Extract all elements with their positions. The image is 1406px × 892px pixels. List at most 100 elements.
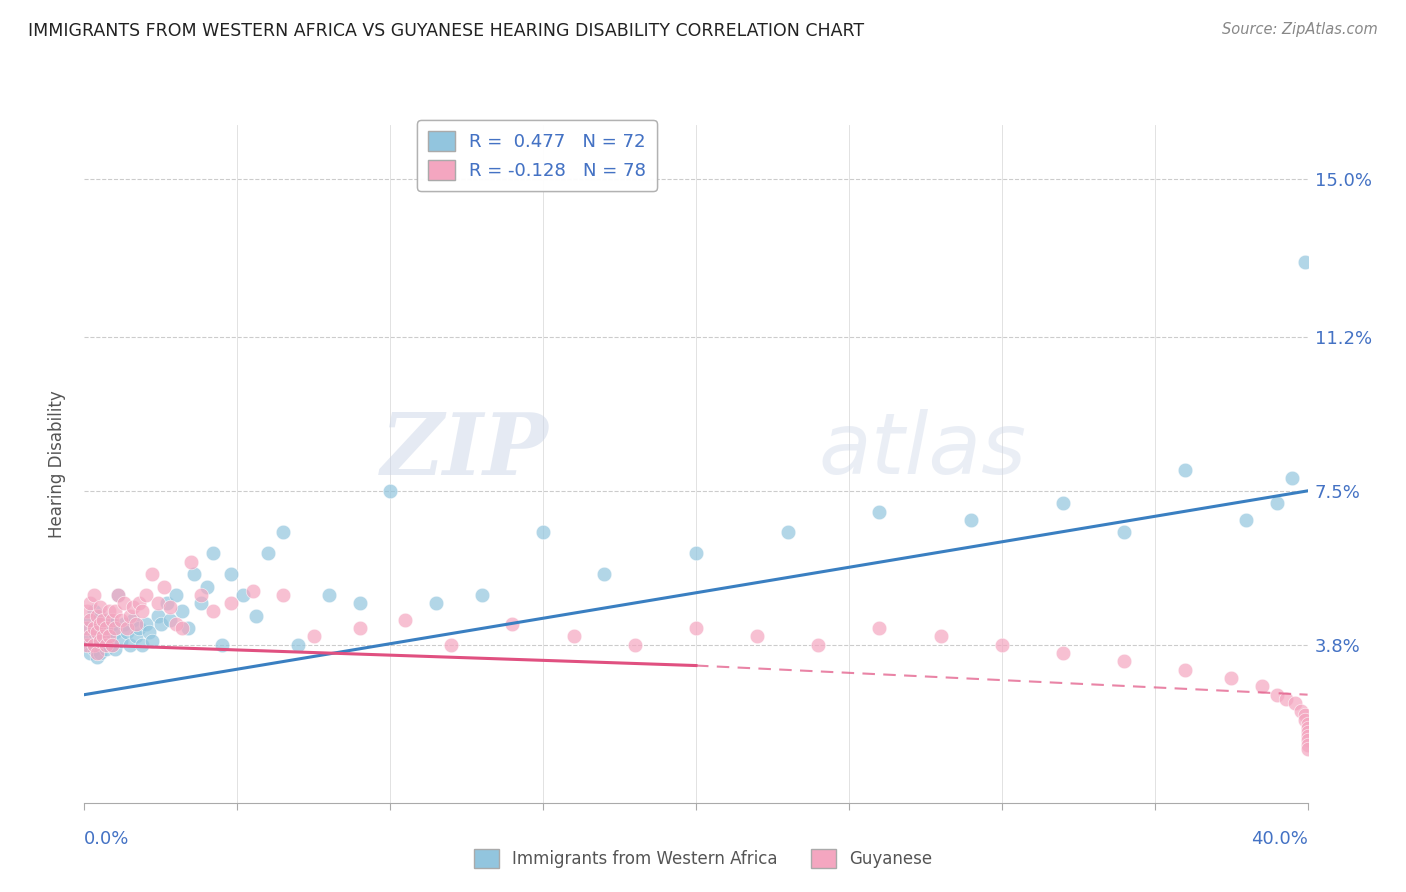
Point: [86, 617, 108, 632]
Point: [128, 621, 150, 635]
Text: IMMIGRANTS FROM WESTERN AFRICA VS GUYANESE HEARING DISABILITY CORRELATION CHART: IMMIGRANTS FROM WESTERN AFRICA VS GUYANE…: [28, 22, 865, 40]
Point: [1294, 713, 1316, 727]
Point: [91, 621, 114, 635]
Point: [89, 633, 111, 648]
Point: [107, 588, 129, 602]
Point: [89, 629, 111, 643]
Point: [83, 638, 105, 652]
Point: [86, 650, 108, 665]
Point: [1296, 721, 1319, 735]
Point: [159, 600, 181, 615]
Point: [122, 600, 145, 615]
Point: [110, 633, 132, 648]
Point: [183, 567, 205, 582]
Point: [232, 588, 254, 602]
Point: [172, 605, 194, 619]
Point: [97, 613, 120, 627]
Point: [79, 646, 101, 660]
Point: [531, 525, 554, 540]
Point: [115, 621, 138, 635]
Point: [776, 525, 799, 540]
Point: [747, 629, 769, 643]
Point: [146, 608, 169, 623]
Point: [1174, 463, 1197, 477]
Point: [79, 613, 101, 627]
Point: [97, 605, 120, 619]
Point: [115, 625, 138, 640]
Point: [128, 596, 150, 610]
Point: [120, 608, 142, 623]
Point: [593, 567, 616, 582]
Point: [1236, 513, 1258, 527]
Point: [302, 629, 325, 643]
Point: [104, 641, 127, 656]
Point: [502, 617, 524, 632]
Point: [287, 638, 309, 652]
Point: [120, 638, 142, 652]
Point: [271, 525, 294, 540]
Point: [1296, 729, 1319, 743]
Point: [131, 638, 153, 652]
Point: [79, 629, 101, 643]
Point: [165, 588, 187, 602]
Point: [83, 588, 105, 602]
Point: [146, 596, 169, 610]
Point: [1291, 704, 1313, 718]
Legend: R =  0.477   N = 72, R = -0.128   N = 78: R = 0.477 N = 72, R = -0.128 N = 78: [418, 120, 657, 191]
Point: [112, 596, 135, 610]
Point: [94, 625, 117, 640]
Point: [1275, 691, 1298, 706]
Point: [101, 617, 124, 632]
Point: [1281, 471, 1303, 485]
Point: [76, 621, 98, 635]
Point: [219, 567, 242, 582]
Point: [107, 588, 129, 602]
Point: [89, 646, 111, 660]
Point: [195, 580, 218, 594]
Point: [135, 588, 157, 602]
Point: [172, 621, 194, 635]
Point: [440, 638, 463, 652]
Point: [349, 621, 371, 635]
Point: [394, 613, 416, 627]
Point: [94, 638, 117, 652]
Point: [83, 641, 105, 656]
Point: [624, 638, 647, 652]
Point: [131, 605, 153, 619]
Text: 40.0%: 40.0%: [1251, 830, 1308, 848]
Point: [1284, 696, 1306, 710]
Point: [125, 617, 148, 632]
Point: [318, 588, 340, 602]
Point: [76, 621, 98, 635]
Point: [86, 625, 108, 640]
Point: [380, 483, 402, 498]
Y-axis label: Hearing Disability: Hearing Disability: [48, 390, 66, 538]
Point: [76, 605, 98, 619]
Point: [76, 638, 98, 652]
Point: [685, 546, 707, 560]
Point: [101, 638, 124, 652]
Point: [1114, 654, 1136, 668]
Point: [245, 608, 267, 623]
Point: [86, 633, 108, 648]
Point: [97, 629, 120, 643]
Point: [271, 588, 294, 602]
Point: [1250, 679, 1272, 693]
Point: [1296, 725, 1319, 739]
Point: [1220, 671, 1243, 685]
Point: [83, 605, 105, 619]
Point: [1296, 733, 1319, 747]
Point: [101, 613, 124, 627]
Point: [141, 567, 163, 582]
Point: [76, 638, 98, 652]
Point: [201, 546, 224, 560]
Point: [97, 629, 120, 643]
Point: [104, 605, 127, 619]
Point: [869, 505, 891, 519]
Point: [177, 621, 200, 635]
Point: [471, 588, 494, 602]
Point: [79, 629, 101, 643]
Point: [110, 613, 132, 627]
Point: [156, 596, 179, 610]
Point: [1296, 716, 1319, 731]
